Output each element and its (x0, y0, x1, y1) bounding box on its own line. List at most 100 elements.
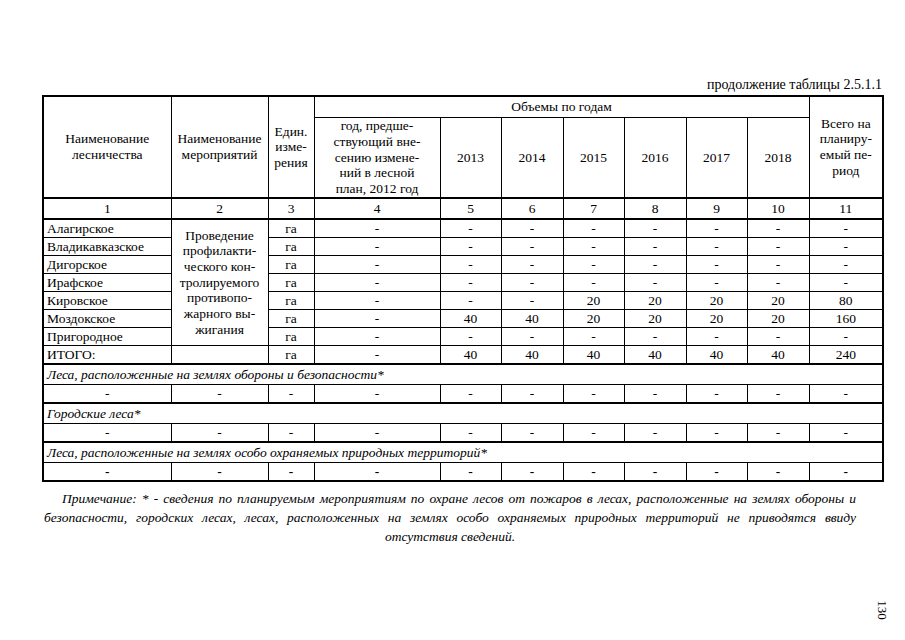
section-title-row: Городские леса* (43, 403, 883, 424)
value-cell: - (624, 238, 686, 256)
value-cell: - (501, 424, 563, 443)
section-dash-row: - - - - - - - - - - - (43, 424, 883, 443)
table-row: Моздокское га - 40 40 20 20 20 20 160 (43, 310, 883, 328)
header-row-group: Наименование лесничества Наименование ме… (43, 96, 883, 118)
value-cell: 20 (686, 292, 747, 310)
header-year: 2014 (501, 118, 563, 199)
value-cell: - (314, 219, 440, 238)
value-cell: - (314, 385, 440, 404)
value-cell: - (268, 463, 314, 482)
value-cell: 40 (501, 346, 563, 365)
table-row: Пригородное га - - - - - - - - (43, 328, 883, 346)
value-cell: - (501, 219, 563, 238)
value-cell: 80 (809, 292, 883, 310)
header-year-2012: год, предше- ствующий вне- сению измене-… (314, 118, 440, 199)
value-cell: - (686, 328, 747, 346)
table-row: Алагирское Проведение профилакти- ческог… (43, 219, 883, 238)
total-label: ИТОГО: (43, 346, 171, 365)
table-caption: продолжение таблицы 2.5.1.1 (42, 77, 882, 93)
unit-cell: га (268, 274, 314, 292)
value-cell: - (809, 424, 883, 443)
col-number: 10 (747, 198, 809, 219)
header-year: 2018 (747, 118, 809, 199)
value-cell: - (624, 463, 686, 482)
unit-cell: га (268, 256, 314, 274)
value-cell: - (501, 274, 563, 292)
value-cell: - (43, 463, 171, 482)
value-cell: - (809, 385, 883, 404)
value-cell: - (624, 328, 686, 346)
value-cell: - (43, 424, 171, 443)
table-row: Ирафское га - - - - - - - - (43, 274, 883, 292)
value-cell: - (686, 256, 747, 274)
value-cell: - (314, 463, 440, 482)
value-cell: - (563, 274, 624, 292)
value-cell: - (440, 385, 501, 404)
section-title: Леса, расположенные на землях обороны и … (43, 364, 883, 385)
section-title: Городские леса* (43, 403, 883, 424)
value-cell: - (686, 219, 747, 238)
table-row: Дигорское га - - - - - - - - (43, 256, 883, 274)
page-number: 130 (874, 600, 890, 620)
table-row: Владикавказское га - - - - - - - - (43, 238, 883, 256)
value-cell: - (314, 256, 440, 274)
header-row-numbers: 1 2 3 4 5 6 7 8 9 10 11 (43, 198, 883, 219)
header-activity: Наименование мероприятий (171, 96, 268, 198)
header-year: 2016 (624, 118, 686, 199)
value-cell: 160 (809, 310, 883, 328)
value-cell: - (314, 274, 440, 292)
value-cell: - (747, 274, 809, 292)
forestry-name: Кировское (43, 292, 171, 310)
col-number: 6 (501, 198, 563, 219)
value-cell: - (501, 328, 563, 346)
forestry-name: Ирафское (43, 274, 171, 292)
forestry-name: Моздокское (43, 310, 171, 328)
value-cell: 40 (563, 346, 624, 365)
value-cell: - (686, 424, 747, 443)
value-cell: - (809, 274, 883, 292)
footnote: Примечание: * - сведения по планируемым … (44, 490, 856, 547)
section-title-row: Леса, расположенные на землях особо охра… (43, 442, 883, 463)
value-cell: - (747, 238, 809, 256)
value-cell: 20 (624, 292, 686, 310)
value-cell: - (314, 424, 440, 443)
value-cell: 20 (747, 310, 809, 328)
value-cell: - (171, 463, 268, 482)
value-cell: - (440, 238, 501, 256)
value-cell: - (809, 219, 883, 238)
activity-cell: Проведение профилакти- ческого кон- трол… (171, 219, 268, 346)
value-cell: - (501, 385, 563, 404)
col-number: 1 (43, 198, 171, 219)
value-cell: - (563, 463, 624, 482)
col-number: 2 (171, 198, 268, 219)
header-year: 2013 (440, 118, 501, 199)
value-cell: - (563, 385, 624, 404)
value-cell: - (268, 385, 314, 404)
value-cell: 40 (747, 346, 809, 365)
value-cell: 20 (563, 292, 624, 310)
value-cell: - (501, 256, 563, 274)
value-cell: - (747, 385, 809, 404)
unit-cell: га (268, 310, 314, 328)
value-cell: - (440, 328, 501, 346)
total-row: ИТОГО: га - 40 40 40 40 40 40 240 (43, 346, 883, 365)
value-cell: - (747, 463, 809, 482)
value-cell: - (563, 256, 624, 274)
value-cell: - (809, 256, 883, 274)
document-page: продолжение таблицы 2.5.1.1 Наименование… (0, 0, 905, 640)
section-title-row: Леса, расположенные на землях обороны и … (43, 364, 883, 385)
value-cell: - (624, 219, 686, 238)
value-cell: - (171, 385, 268, 404)
value-cell: - (747, 328, 809, 346)
forestry-name: Дигорское (43, 256, 171, 274)
col-number: 9 (686, 198, 747, 219)
value-cell: - (171, 424, 268, 443)
value-cell: 40 (686, 346, 747, 365)
value-cell: - (747, 424, 809, 443)
col-number: 5 (440, 198, 501, 219)
value-cell: 40 (440, 310, 501, 328)
value-cell: - (809, 328, 883, 346)
value-cell: 240 (809, 346, 883, 365)
value-cell: - (43, 385, 171, 404)
value-cell: - (686, 238, 747, 256)
